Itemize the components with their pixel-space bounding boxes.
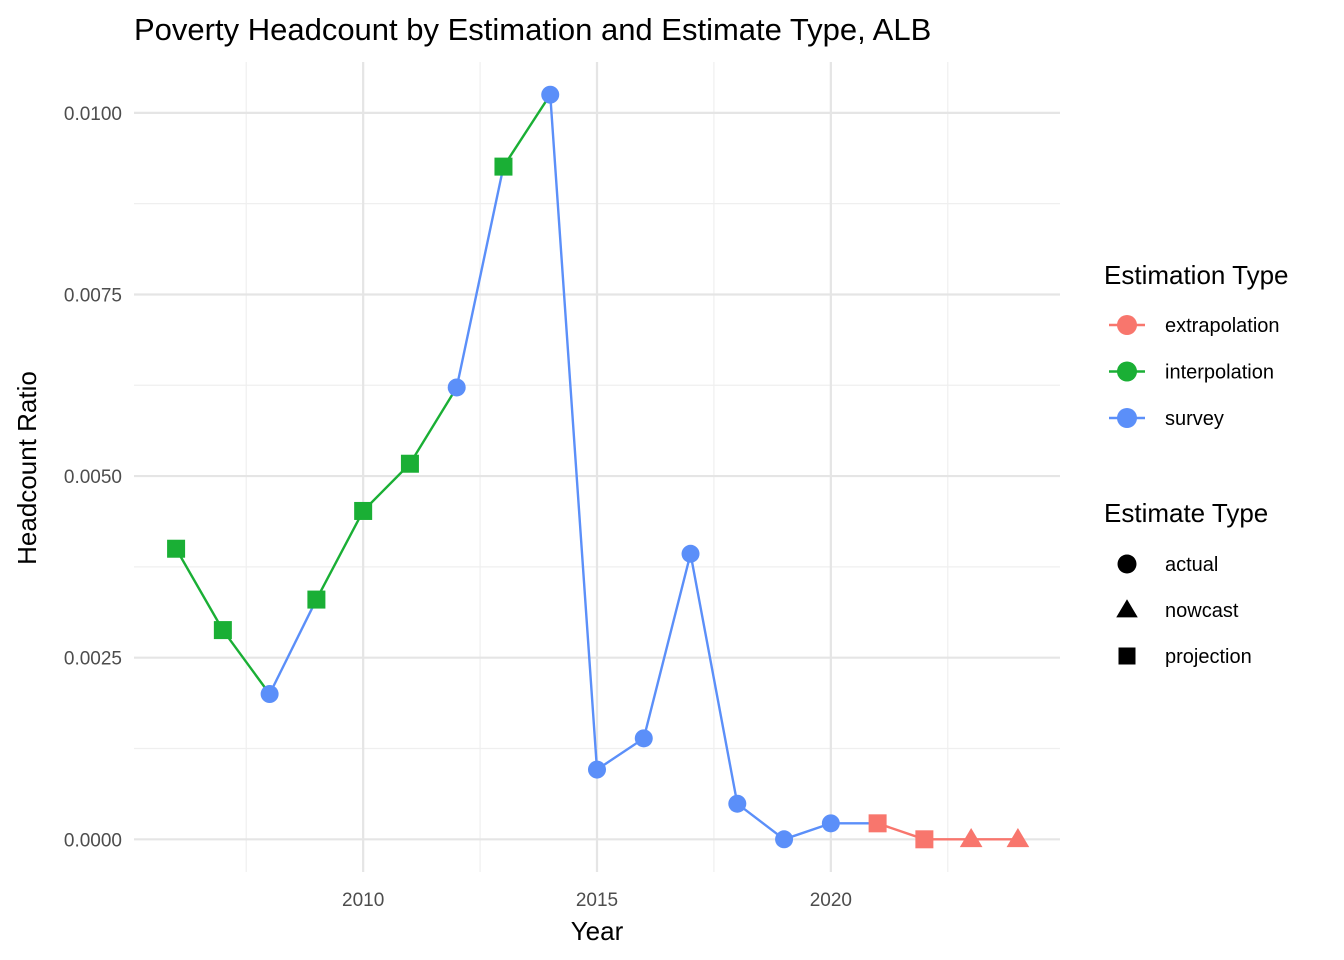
legend-item-interpolation: interpolation	[1109, 361, 1274, 384]
data-point-2024	[1006, 827, 1030, 848]
y-tick-label: 0.0025	[64, 649, 122, 670]
data-point-2015	[588, 760, 606, 779]
chart-title: Poverty Headcount by Estimation and Esti…	[134, 12, 931, 47]
data-point-2013	[494, 157, 513, 176]
legend-item-nowcast: nowcast	[1116, 599, 1239, 622]
legend-key-dot	[1117, 408, 1137, 428]
y-tick-label: 0.0075	[64, 285, 122, 306]
data-point-2019	[775, 830, 794, 849]
series-line-interpolation	[502, 94, 552, 168]
legend-shape-title: Estimate Type	[1104, 498, 1268, 528]
series-line-extrapolation	[877, 822, 1018, 841]
legend-label: extrapolation	[1165, 315, 1280, 337]
legend-key-square	[1118, 647, 1136, 665]
legend-label: interpolation	[1165, 362, 1274, 384]
data-point-2011	[400, 454, 419, 473]
series-line-interpolation	[315, 386, 458, 601]
data-point-2018	[728, 794, 747, 813]
x-tick-label: 2010	[342, 890, 384, 911]
legend-color-title: Estimation Type	[1104, 260, 1289, 290]
legend-key-dot	[1117, 361, 1137, 382]
legend-key-dot	[1117, 315, 1137, 335]
x-tick-label: 2015	[576, 890, 618, 911]
legend-label: nowcast	[1165, 600, 1239, 622]
legend-label: survey	[1165, 408, 1224, 430]
data-point-2023	[959, 827, 983, 848]
data-point-2009	[307, 590, 326, 609]
legend-key-circle	[1117, 554, 1137, 574]
legend-item-actual: actual	[1117, 554, 1218, 576]
data-point-2012	[447, 378, 466, 397]
data-point-2021	[868, 814, 887, 833]
data-point-2006	[167, 539, 186, 558]
series-line-survey	[268, 599, 318, 695]
legend-color-items: extrapolation interpolation survey	[1109, 315, 1280, 430]
data-point-2020	[821, 814, 840, 833]
data-point-2014	[541, 85, 560, 104]
legend: Estimation Type extrapolation interpolati…	[1104, 260, 1289, 668]
y-axis-title: Headcount Ratio	[12, 371, 42, 565]
legend-label: actual	[1165, 554, 1218, 576]
legend-item-extrapolation: extrapolation	[1109, 315, 1280, 337]
data-point-2016	[634, 729, 653, 748]
grid	[134, 62, 1060, 872]
legend-item-survey: survey	[1109, 408, 1224, 430]
data-points	[167, 85, 1030, 849]
data-point-2022	[915, 830, 934, 849]
y-tick-label: 0.0050	[64, 467, 122, 488]
y-axis-ticks: 0.0000 0.0025 0.0050 0.0075 0.0100	[64, 104, 122, 851]
legend-item-projection: projection	[1118, 646, 1252, 668]
legend-label: projection	[1165, 646, 1252, 668]
data-point-2010	[354, 501, 373, 520]
y-tick-label: 0.0000	[64, 830, 122, 851]
y-tick-label: 0.0100	[64, 104, 122, 125]
data-point-2017	[681, 544, 700, 563]
series-line-survey	[455, 166, 505, 388]
legend-key-triangle	[1116, 599, 1138, 618]
x-axis-title: Year	[571, 916, 624, 946]
x-tick-label: 2020	[810, 890, 852, 911]
legend-shape-items: actual nowcast projection	[1116, 554, 1252, 668]
x-axis-ticks: 2010 2015 2020	[342, 890, 852, 911]
data-point-2007	[213, 621, 232, 640]
data-point-2008	[260, 685, 279, 704]
